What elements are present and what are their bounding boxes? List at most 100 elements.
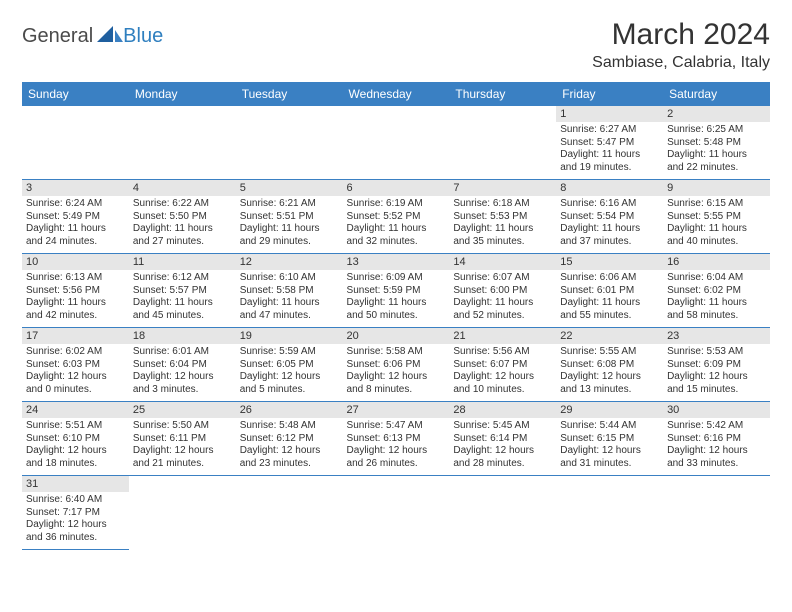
sunrise-line: Sunrise: 5:51 AM: [26, 420, 125, 433]
sunrise-line: Sunrise: 5:42 AM: [667, 420, 766, 433]
day-number: 5: [236, 180, 343, 196]
day-number: 22: [556, 328, 663, 344]
day-cell: 3Sunrise: 6:24 AMSunset: 5:49 PMDaylight…: [22, 180, 129, 254]
weekday-header: Monday: [129, 82, 236, 106]
sunset-line: Sunset: 6:07 PM: [453, 359, 552, 372]
day-number: 1: [556, 106, 663, 122]
day-number: 16: [663, 254, 770, 270]
day-cell: 23Sunrise: 5:53 AMSunset: 6:09 PMDayligh…: [663, 328, 770, 402]
calendar-body: 1Sunrise: 6:27 AMSunset: 5:47 PMDaylight…: [22, 106, 770, 550]
day-cell: 22Sunrise: 5:55 AMSunset: 6:08 PMDayligh…: [556, 328, 663, 402]
day-number: 2: [663, 106, 770, 122]
weekday-header: Saturday: [663, 82, 770, 106]
sunset-line: Sunset: 5:51 PM: [240, 211, 339, 224]
sunset-line: Sunset: 6:11 PM: [133, 433, 232, 446]
brand-logo: General Blue: [22, 18, 163, 49]
sunset-line: Sunset: 5:59 PM: [347, 285, 446, 298]
day-cell: 15Sunrise: 6:06 AMSunset: 6:01 PMDayligh…: [556, 254, 663, 328]
daylight-line: Daylight: 12 hours and 3 minutes.: [133, 371, 232, 396]
calendar-row: 31Sunrise: 6:40 AMSunset: 7:17 PMDayligh…: [22, 476, 770, 550]
daylight-line: Daylight: 11 hours and 40 minutes.: [667, 223, 766, 248]
calendar-row: 17Sunrise: 6:02 AMSunset: 6:03 PMDayligh…: [22, 328, 770, 402]
weekday-header: Tuesday: [236, 82, 343, 106]
sunrise-line: Sunrise: 6:01 AM: [133, 346, 232, 359]
day-cell: 5Sunrise: 6:21 AMSunset: 5:51 PMDaylight…: [236, 180, 343, 254]
daylight-line: Daylight: 11 hours and 45 minutes.: [133, 297, 232, 322]
sunrise-line: Sunrise: 6:16 AM: [560, 198, 659, 211]
weekday-header: Friday: [556, 82, 663, 106]
sunset-line: Sunset: 6:15 PM: [560, 433, 659, 446]
sunset-line: Sunset: 6:08 PM: [560, 359, 659, 372]
sunrise-line: Sunrise: 5:45 AM: [453, 420, 552, 433]
daylight-line: Daylight: 11 hours and 42 minutes.: [26, 297, 125, 322]
sunset-line: Sunset: 6:06 PM: [347, 359, 446, 372]
daylight-line: Daylight: 12 hours and 5 minutes.: [240, 371, 339, 396]
sunset-line: Sunset: 6:05 PM: [240, 359, 339, 372]
day-cell: 21Sunrise: 5:56 AMSunset: 6:07 PMDayligh…: [449, 328, 556, 402]
daylight-line: Daylight: 12 hours and 36 minutes.: [26, 519, 125, 544]
day-cell: 6Sunrise: 6:19 AMSunset: 5:52 PMDaylight…: [343, 180, 450, 254]
sunrise-line: Sunrise: 5:59 AM: [240, 346, 339, 359]
day-number: 20: [343, 328, 450, 344]
weekday-header: Sunday: [22, 82, 129, 106]
daylight-line: Daylight: 11 hours and 58 minutes.: [667, 297, 766, 322]
sunrise-line: Sunrise: 6:06 AM: [560, 272, 659, 285]
empty-cell: [343, 106, 450, 180]
empty-cell: [449, 106, 556, 180]
sunrise-line: Sunrise: 6:25 AM: [667, 124, 766, 137]
sunrise-line: Sunrise: 6:18 AM: [453, 198, 552, 211]
day-cell: 2Sunrise: 6:25 AMSunset: 5:48 PMDaylight…: [663, 106, 770, 180]
day-number: 19: [236, 328, 343, 344]
day-number: 8: [556, 180, 663, 196]
empty-cell: [343, 476, 450, 550]
calendar-head: SundayMondayTuesdayWednesdayThursdayFrid…: [22, 82, 770, 106]
daylight-line: Daylight: 11 hours and 37 minutes.: [560, 223, 659, 248]
empty-cell: [236, 476, 343, 550]
empty-cell: [236, 106, 343, 180]
daylight-line: Daylight: 12 hours and 26 minutes.: [347, 445, 446, 470]
day-number: 25: [129, 402, 236, 418]
daylight-line: Daylight: 12 hours and 8 minutes.: [347, 371, 446, 396]
sunset-line: Sunset: 5:48 PM: [667, 137, 766, 150]
day-cell: 12Sunrise: 6:10 AMSunset: 5:58 PMDayligh…: [236, 254, 343, 328]
sunset-line: Sunset: 6:03 PM: [26, 359, 125, 372]
day-number: 28: [449, 402, 556, 418]
empty-cell: [129, 476, 236, 550]
sunrise-line: Sunrise: 6:40 AM: [26, 494, 125, 507]
daylight-line: Daylight: 12 hours and 23 minutes.: [240, 445, 339, 470]
empty-cell: [449, 476, 556, 550]
day-cell: 31Sunrise: 6:40 AMSunset: 7:17 PMDayligh…: [22, 476, 129, 550]
day-number: 14: [449, 254, 556, 270]
day-number: 18: [129, 328, 236, 344]
location: Sambiase, Calabria, Italy: [592, 54, 770, 72]
daylight-line: Daylight: 12 hours and 18 minutes.: [26, 445, 125, 470]
day-number: 3: [22, 180, 129, 196]
day-number: 31: [22, 476, 129, 492]
daylight-line: Daylight: 11 hours and 35 minutes.: [453, 223, 552, 248]
sunset-line: Sunset: 5:54 PM: [560, 211, 659, 224]
day-number: 26: [236, 402, 343, 418]
calendar-table: SundayMondayTuesdayWednesdayThursdayFrid…: [22, 82, 770, 550]
header: General Blue March 2024 Sambiase, Calabr…: [22, 18, 770, 72]
day-cell: 26Sunrise: 5:48 AMSunset: 6:12 PMDayligh…: [236, 402, 343, 476]
day-number: 30: [663, 402, 770, 418]
sunset-line: Sunset: 5:53 PM: [453, 211, 552, 224]
brand-part1: General: [22, 25, 93, 48]
daylight-line: Daylight: 12 hours and 21 minutes.: [133, 445, 232, 470]
sunrise-line: Sunrise: 5:58 AM: [347, 346, 446, 359]
sunrise-line: Sunrise: 6:21 AM: [240, 198, 339, 211]
daylight-line: Daylight: 12 hours and 10 minutes.: [453, 371, 552, 396]
empty-cell: [663, 476, 770, 550]
sunrise-line: Sunrise: 6:12 AM: [133, 272, 232, 285]
weekday-header: Wednesday: [343, 82, 450, 106]
sunrise-line: Sunrise: 6:02 AM: [26, 346, 125, 359]
day-number: 13: [343, 254, 450, 270]
sunset-line: Sunset: 6:16 PM: [667, 433, 766, 446]
day-cell: 7Sunrise: 6:18 AMSunset: 5:53 PMDaylight…: [449, 180, 556, 254]
day-number: 23: [663, 328, 770, 344]
sunset-line: Sunset: 6:13 PM: [347, 433, 446, 446]
day-cell: 25Sunrise: 5:50 AMSunset: 6:11 PMDayligh…: [129, 402, 236, 476]
day-cell: 30Sunrise: 5:42 AMSunset: 6:16 PMDayligh…: [663, 402, 770, 476]
sunrise-line: Sunrise: 6:22 AM: [133, 198, 232, 211]
day-cell: 29Sunrise: 5:44 AMSunset: 6:15 PMDayligh…: [556, 402, 663, 476]
